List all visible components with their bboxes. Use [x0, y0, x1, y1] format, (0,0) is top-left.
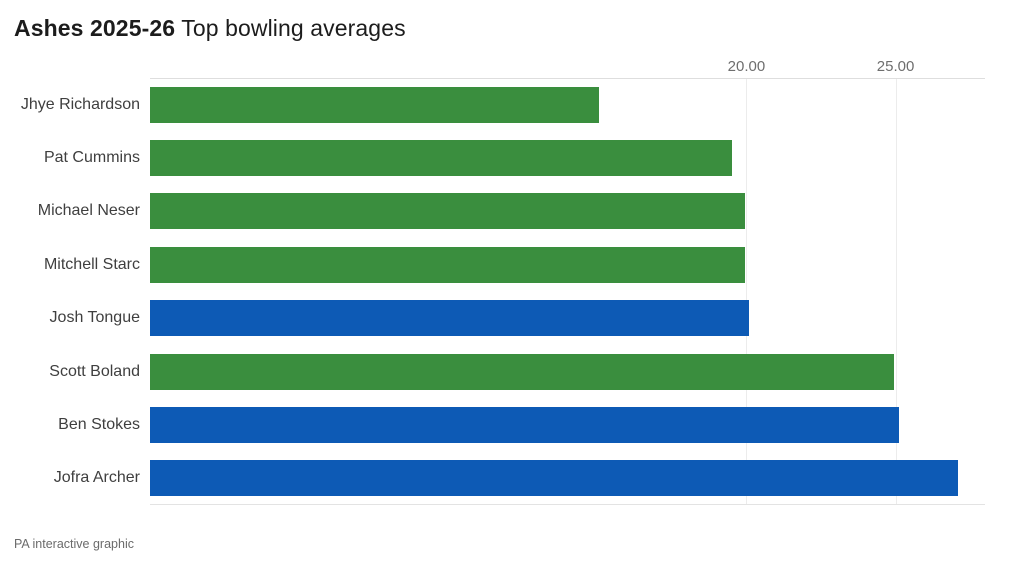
- bar-track-ben-stokes: [150, 406, 985, 443]
- x-tick-label-25: 25.00: [876, 58, 915, 75]
- bar-jhye-richardson[interactable]: [150, 86, 599, 123]
- bowling-averages-bar-chart: 20.00 25.00 Jhye Richardson Pat Cummins Mic…: [0, 58, 1020, 505]
- category-label-josh-tongue: Josh Tongue: [49, 309, 140, 327]
- bar-scott-boland[interactable]: [150, 353, 895, 390]
- chart-title-series: Ashes 2025-26: [14, 15, 176, 41]
- gridline-25: [895, 79, 897, 504]
- chart-row-jofra-archer: Jofra Archer: [0, 452, 985, 505]
- chart-row-scott-boland: Scott Boland: [0, 345, 985, 398]
- x-tick-label-20: 20.00: [727, 58, 766, 75]
- category-label-jofra-archer: Jofra Archer: [53, 469, 140, 487]
- chart-row-mitchell-starc: Mitchell Starc: [0, 238, 985, 291]
- bar-track-scott-boland: [150, 353, 985, 390]
- bar-track-josh-tongue: [150, 300, 985, 337]
- bar-track-michael-neser: [150, 193, 985, 230]
- source-credit: PA interactive graphic: [14, 537, 134, 551]
- bar-michael-neser[interactable]: [150, 193, 745, 230]
- bar-track-pat-cummins: [150, 140, 985, 177]
- category-label-pat-cummins: Pat Cummins: [43, 149, 140, 167]
- category-label-jhye-richardson: Jhye Richardson: [20, 95, 140, 113]
- bar-jofra-archer[interactable]: [150, 460, 959, 497]
- chart-title: Ashes 2025-26 Top bowling averages: [14, 13, 406, 43]
- plot-area: [150, 78, 985, 505]
- bar-track-mitchell-starc: [150, 246, 985, 283]
- category-label-scott-boland: Scott Boland: [49, 362, 140, 380]
- chart-title-subject: Top bowling averages: [181, 15, 406, 41]
- chart-row-pat-cummins: Pat Cummins: [0, 131, 985, 184]
- category-label-ben-stokes: Ben Stokes: [58, 415, 140, 433]
- chart-row-ben-stokes: Ben Stokes: [0, 398, 985, 451]
- bar-track-jhye-richardson: [150, 86, 985, 123]
- chart-row-josh-tongue: Josh Tongue: [0, 292, 985, 345]
- chart-row-michael-neser: Michael Neser: [0, 185, 985, 238]
- bar-rows: Jhye Richardson Pat Cummins Michael Neser M…: [0, 78, 985, 505]
- bar-pat-cummins[interactable]: [150, 140, 732, 177]
- gridline-20: [746, 79, 748, 504]
- bar-mitchell-starc[interactable]: [150, 246, 745, 283]
- bar-track-jofra-archer: [150, 460, 985, 497]
- bar-ben-stokes[interactable]: [150, 406, 899, 443]
- x-axis-tick-labels: 20.00 25.00: [0, 58, 1020, 78]
- category-label-mitchell-starc: Mitchell Starc: [43, 255, 140, 273]
- bar-josh-tongue[interactable]: [150, 300, 750, 337]
- chart-row-jhye-richardson: Jhye Richardson: [0, 78, 985, 131]
- category-label-michael-neser: Michael Neser: [37, 202, 140, 220]
